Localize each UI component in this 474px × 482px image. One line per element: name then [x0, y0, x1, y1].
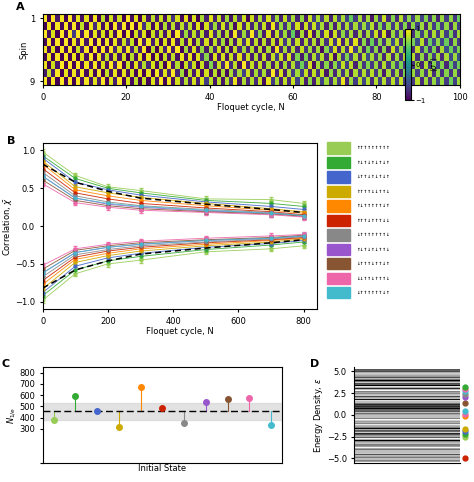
Bar — [327, 186, 350, 197]
Bar — [327, 215, 350, 226]
Text: ↓↑↑↓↑↓↑↓↑: ↓↑↑↓↑↓↑↓↑ — [356, 174, 390, 179]
Text: C: C — [2, 360, 10, 369]
Bar — [327, 157, 350, 168]
Text: B: B — [7, 136, 16, 146]
X-axis label: Floquet cycle, N: Floquet cycle, N — [218, 103, 285, 112]
Y-axis label: Correlation, $\bar{\chi}$: Correlation, $\bar{\chi}$ — [0, 197, 13, 255]
Text: ↑↓↑↑↑↑↑↓↑: ↑↓↑↑↑↑↑↓↑ — [356, 203, 390, 208]
Text: ↓↑↑↑↓↑↑↓↑: ↓↑↑↑↓↑↑↓↑ — [356, 261, 390, 266]
Text: ↑↑↑↑↑↑↑↑↑: ↑↑↑↑↑↑↑↑↑ — [356, 146, 390, 150]
Text: ↑↓↑↓↑↓↑↑↓: ↑↓↑↓↑↓↑↑↓ — [356, 247, 390, 252]
Text: ↓↑↑↑↑↑↑↓↑: ↓↑↑↑↑↑↑↓↑ — [356, 290, 390, 295]
Text: ↑↓↑↓↑↓↑↓↑: ↑↓↑↓↑↓↑↓↑ — [356, 160, 390, 165]
Text: ↓↓↑↑↓↑↑↑↓: ↓↓↑↑↓↑↑↑↓ — [356, 276, 390, 281]
Y-axis label: Energy Density, $\varepsilon$: Energy Density, $\varepsilon$ — [312, 377, 325, 453]
Bar — [43, 403, 282, 420]
Text: ↓↑↑↑↑↑↑↑↓: ↓↑↑↑↑↑↑↑↓ — [356, 232, 390, 237]
Y-axis label: $N_{1/e}$: $N_{1/e}$ — [5, 406, 18, 424]
Bar — [327, 142, 350, 154]
Bar — [327, 258, 350, 269]
X-axis label: Floquet cycle, N: Floquet cycle, N — [146, 327, 213, 336]
Y-axis label: $\langle\sigma^z\rangle$: $\langle\sigma^z\rangle$ — [429, 57, 440, 72]
Bar — [327, 273, 350, 284]
Bar — [327, 201, 350, 212]
Bar — [327, 287, 350, 298]
Text: D: D — [310, 360, 319, 369]
Bar — [327, 244, 350, 255]
Y-axis label: Spin: Spin — [19, 40, 28, 59]
Text: ↑↑↑↑↓↓↑↑↓: ↑↑↑↑↓↓↑↑↓ — [356, 189, 390, 194]
Text: A: A — [16, 2, 24, 12]
X-axis label: Initial State: Initial State — [138, 464, 186, 473]
Bar — [327, 171, 350, 183]
Bar — [327, 229, 350, 241]
Text: ↑↑↑↓↑↑↑↓↓: ↑↑↑↓↑↑↑↓↓ — [356, 218, 390, 223]
